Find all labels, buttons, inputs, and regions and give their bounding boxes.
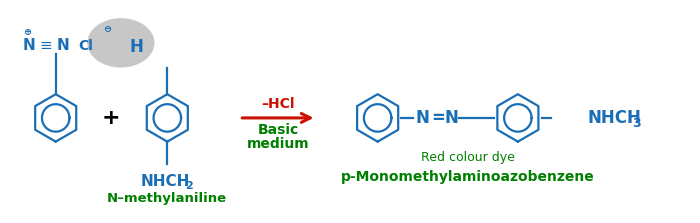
Ellipse shape [88,18,155,68]
Text: NHCH: NHCH [141,174,190,189]
Text: p-Monomethylaminoazobenzene: p-Monomethylaminoazobenzene [341,170,594,184]
Text: N: N [56,38,69,53]
Text: H: H [130,38,144,56]
Text: Red colour dye: Red colour dye [421,151,514,164]
Text: NHCH: NHCH [587,109,641,127]
Text: medium: medium [246,137,309,151]
Text: N: N [415,109,429,127]
Text: ⊖: ⊖ [103,24,111,34]
Text: =: = [431,109,445,127]
Text: N–methylaniline: N–methylaniline [107,192,228,205]
Text: ≡: ≡ [39,38,52,53]
Text: N: N [22,38,36,53]
Text: N: N [444,109,458,127]
Text: ⊕: ⊕ [23,27,31,37]
Text: Cl: Cl [78,39,93,53]
Text: Basic: Basic [258,123,298,137]
Text: 3: 3 [632,117,641,130]
Text: +: + [102,108,120,128]
Text: 2: 2 [186,181,193,191]
Text: –HCl: –HCl [261,97,295,111]
